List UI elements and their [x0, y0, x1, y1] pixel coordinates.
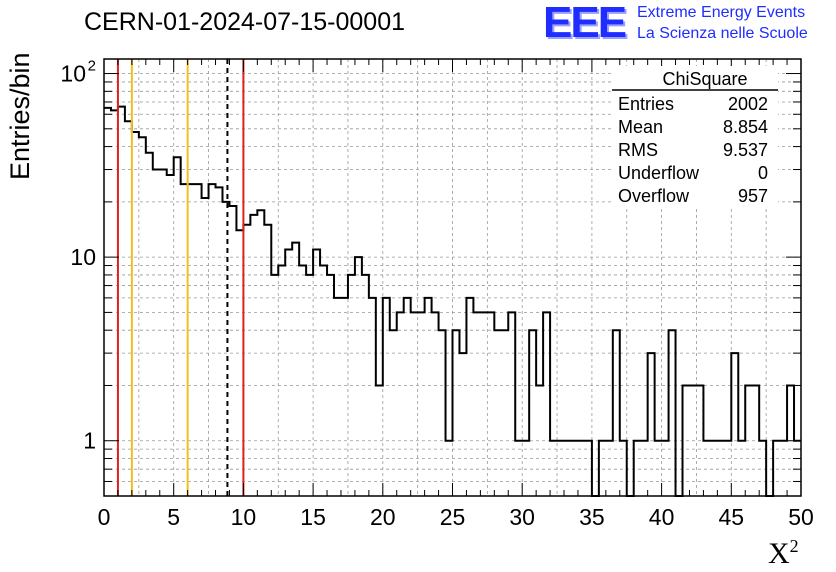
- stats-row-value: 957: [738, 186, 768, 206]
- x-tick-label: 5: [167, 504, 180, 530]
- stats-box-title: ChiSquare: [662, 69, 747, 89]
- stats-row-label: Overflow: [618, 186, 690, 206]
- stats-row-label: Underflow: [618, 163, 700, 183]
- x-tick-label: 15: [300, 504, 326, 530]
- eee-logo-line1: Extreme Energy Events: [637, 4, 806, 21]
- x-axis-label: X2: [768, 536, 799, 571]
- x-tick-label: 45: [719, 504, 745, 530]
- x-tick-label: 40: [649, 504, 675, 530]
- x-tick-label: 25: [440, 504, 466, 530]
- x-tick-label: 35: [579, 504, 605, 530]
- stats-row-value: 2002: [728, 94, 768, 114]
- run-title: CERN-01-2024-07-15-00001: [84, 8, 406, 36]
- stats-row-label: Entries: [618, 94, 674, 114]
- y-tick-label: 10: [60, 61, 86, 87]
- eee-logo: EEE: [543, 0, 627, 47]
- y-tick-label-exponent: 2: [88, 58, 96, 75]
- x-axis-label-base: X: [768, 537, 790, 570]
- stats-row-label: RMS: [618, 140, 658, 160]
- eee-logo-line2: La Scienza nelle Scuole: [637, 25, 808, 42]
- stats-row-value: 8.854: [723, 117, 768, 137]
- stats-row-value: 9.537: [723, 140, 768, 160]
- x-tick-label: 0: [98, 504, 111, 530]
- x-tick-label: 30: [509, 504, 535, 530]
- stats-row-value: 0: [758, 163, 768, 183]
- stats-row-label: Mean: [618, 117, 663, 137]
- y-tick-label: 1: [83, 428, 96, 454]
- x-tick-label: 20: [370, 504, 396, 530]
- x-tick-label: 50: [788, 504, 814, 530]
- y-tick-label: 10: [70, 244, 96, 270]
- x-tick-label: 10: [231, 504, 257, 530]
- x-axis-label-superscript: 2: [789, 536, 799, 556]
- histogram-series: [104, 105, 801, 497]
